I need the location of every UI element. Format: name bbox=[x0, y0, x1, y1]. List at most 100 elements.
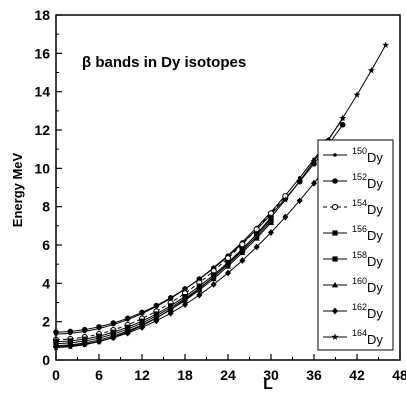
legend-marker bbox=[333, 153, 337, 157]
data-point bbox=[152, 314, 160, 322]
data-point bbox=[238, 245, 246, 253]
data-point bbox=[239, 257, 246, 264]
data-point bbox=[210, 281, 217, 288]
x-axis-title: L bbox=[263, 376, 273, 393]
legend-entry: 158 Dy bbox=[323, 250, 383, 269]
x-tick-label: 36 bbox=[306, 367, 322, 383]
data-point bbox=[253, 230, 261, 237]
data-point bbox=[196, 291, 203, 299]
data-point bbox=[96, 324, 102, 330]
x-tick-label: 48 bbox=[392, 367, 406, 383]
legend-entry: 164 Dy bbox=[323, 328, 383, 347]
legend-entry: 160 Dy bbox=[323, 276, 383, 295]
y-tick-label: 14 bbox=[34, 84, 50, 100]
series-162-dy bbox=[53, 142, 346, 350]
y-tick-label: 2 bbox=[42, 314, 50, 330]
y-tick-label: 16 bbox=[34, 45, 50, 61]
data-point bbox=[195, 285, 203, 292]
x-tick-label: 24 bbox=[220, 367, 236, 383]
data-point bbox=[124, 315, 131, 322]
data-point bbox=[367, 66, 375, 74]
data-point bbox=[81, 326, 88, 333]
series-line bbox=[55, 145, 344, 348]
data-point bbox=[382, 41, 390, 48]
data-point bbox=[210, 273, 218, 280]
legend-mass: 164 bbox=[352, 328, 367, 338]
series-line bbox=[55, 44, 387, 349]
data-point bbox=[81, 341, 89, 348]
data-point bbox=[311, 179, 317, 187]
x-tick-label: 6 bbox=[95, 367, 103, 383]
data-point bbox=[95, 338, 103, 345]
data-point bbox=[109, 333, 117, 341]
data-point bbox=[139, 324, 145, 331]
legend-marker bbox=[332, 178, 338, 184]
legend-marker bbox=[331, 333, 339, 340]
data-point bbox=[310, 157, 318, 165]
legend-label: Dy bbox=[367, 150, 383, 165]
data-point bbox=[225, 269, 231, 277]
data-point bbox=[224, 259, 232, 267]
legend-label: Dy bbox=[367, 280, 383, 295]
legend-mass: 158 bbox=[352, 250, 367, 260]
data-point bbox=[138, 322, 146, 329]
legend-marker bbox=[332, 281, 338, 288]
series-line bbox=[55, 118, 344, 335]
data-point bbox=[339, 114, 347, 121]
legend-marker bbox=[332, 307, 338, 315]
y-tick-label: 0 bbox=[42, 352, 50, 368]
legend-label: Dy bbox=[367, 228, 383, 243]
series-line bbox=[55, 220, 272, 345]
y-tick-label: 10 bbox=[34, 160, 50, 176]
data-point bbox=[267, 213, 275, 221]
series-layer bbox=[52, 41, 390, 351]
series-152-dy bbox=[53, 121, 346, 336]
data-point bbox=[239, 249, 246, 256]
data-point bbox=[296, 177, 304, 184]
legend-mass: 154 bbox=[352, 198, 367, 208]
legend-label: Dy bbox=[367, 332, 383, 347]
legend-label: Dy bbox=[367, 202, 383, 217]
x-tick-label: 12 bbox=[134, 367, 150, 383]
data-point bbox=[139, 309, 145, 316]
x-tick-label: 30 bbox=[263, 367, 279, 383]
series-line bbox=[55, 218, 272, 343]
legend-box bbox=[317, 139, 394, 351]
data-point bbox=[110, 320, 117, 326]
legend-mass: 152 bbox=[352, 172, 367, 182]
y-axis-title: Energy MeV bbox=[10, 152, 25, 227]
data-point bbox=[282, 213, 289, 221]
x-tick-label: 18 bbox=[177, 367, 193, 383]
data-point bbox=[182, 301, 188, 309]
series-line bbox=[55, 124, 344, 333]
x-tick-label: 0 bbox=[52, 367, 60, 383]
data-point bbox=[281, 196, 289, 203]
x-tick-label: 42 bbox=[349, 367, 365, 383]
legend-label: Dy bbox=[367, 176, 383, 191]
legend-entry: 152 Dy bbox=[323, 172, 383, 191]
legend-mass: 160 bbox=[352, 276, 367, 286]
data-point bbox=[253, 235, 260, 241]
data-point bbox=[153, 302, 160, 309]
series-150-dy bbox=[54, 117, 345, 336]
legend-mass: 156 bbox=[352, 224, 367, 234]
series-156-dy bbox=[53, 216, 274, 345]
legend-entry: 162 Dy bbox=[323, 302, 383, 321]
data-point bbox=[296, 197, 303, 205]
legend-entry: 154 Dy bbox=[323, 198, 383, 217]
series-158-dy bbox=[53, 218, 274, 347]
data-point bbox=[67, 328, 74, 335]
legend-mass: 150 bbox=[352, 146, 367, 156]
legend-marker bbox=[332, 230, 338, 236]
legend-mass: 162 bbox=[352, 302, 367, 312]
legend-marker bbox=[332, 256, 338, 262]
data-point bbox=[253, 243, 260, 251]
data-point bbox=[268, 219, 274, 226]
legend-label: Dy bbox=[367, 254, 383, 269]
series-line bbox=[55, 222, 272, 347]
data-point bbox=[339, 121, 346, 128]
data-point bbox=[167, 305, 175, 313]
